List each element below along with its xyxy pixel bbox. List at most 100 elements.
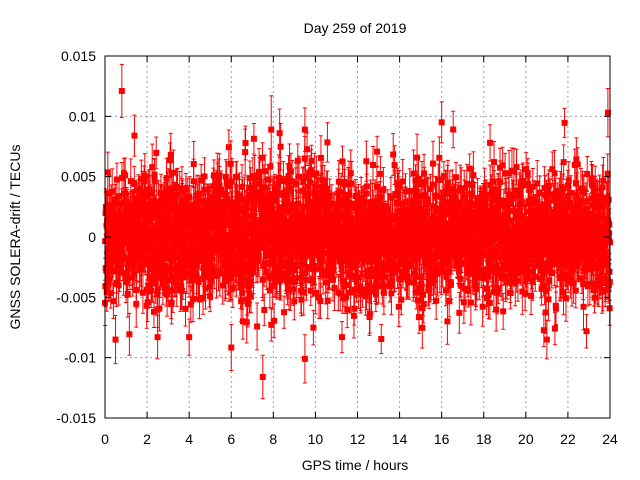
data-marker bbox=[152, 279, 159, 286]
data-marker bbox=[141, 178, 148, 185]
data-marker bbox=[131, 180, 138, 187]
data-marker bbox=[247, 293, 254, 300]
data-marker bbox=[143, 302, 150, 309]
data-marker bbox=[167, 157, 174, 164]
data-marker bbox=[168, 299, 175, 306]
data-marker bbox=[163, 285, 170, 292]
data-marker bbox=[228, 344, 235, 351]
data-marker bbox=[173, 282, 180, 289]
data-marker bbox=[177, 209, 184, 216]
data-marker bbox=[254, 323, 261, 330]
data-marker bbox=[182, 186, 189, 193]
data-marker bbox=[113, 176, 120, 183]
data-marker bbox=[112, 224, 119, 231]
data-marker bbox=[163, 175, 170, 182]
data-marker bbox=[156, 274, 163, 281]
data-marker bbox=[153, 225, 160, 232]
data-marker bbox=[120, 269, 127, 276]
data-marker bbox=[143, 286, 150, 293]
data-marker bbox=[149, 279, 156, 286]
data-point bbox=[126, 312, 133, 356]
data-marker bbox=[172, 266, 179, 273]
data-marker bbox=[243, 319, 250, 326]
data-marker bbox=[242, 140, 249, 147]
data-marker bbox=[151, 177, 158, 184]
data-point bbox=[250, 122, 257, 155]
data-marker bbox=[112, 196, 119, 203]
data-marker bbox=[166, 185, 173, 192]
data-marker bbox=[164, 291, 171, 298]
data-marker bbox=[250, 135, 257, 142]
data-marker bbox=[127, 213, 134, 220]
data-marker bbox=[117, 257, 124, 264]
data-marker bbox=[133, 203, 140, 210]
data-marker bbox=[165, 276, 172, 283]
data-marker bbox=[135, 235, 142, 242]
data-marker bbox=[118, 242, 125, 249]
data-marker bbox=[106, 246, 113, 253]
data-marker bbox=[141, 173, 148, 180]
data-marker bbox=[144, 299, 151, 306]
data-point bbox=[254, 302, 261, 351]
data-marker bbox=[115, 282, 122, 289]
data-marker bbox=[182, 305, 189, 312]
chart-title: Day 259 of 2019 bbox=[304, 20, 407, 36]
data-marker bbox=[129, 259, 136, 266]
data-marker bbox=[107, 290, 114, 297]
data-marker bbox=[116, 265, 123, 272]
data-marker bbox=[150, 197, 157, 204]
data-marker bbox=[145, 282, 152, 289]
data-marker bbox=[127, 178, 134, 185]
data-marker bbox=[178, 283, 185, 290]
data-marker bbox=[133, 286, 140, 293]
data-marker bbox=[139, 289, 146, 296]
data-point bbox=[261, 293, 268, 327]
data-marker bbox=[187, 301, 194, 308]
data-marker bbox=[183, 231, 190, 238]
data-marker bbox=[110, 298, 117, 305]
data-marker bbox=[259, 276, 266, 283]
data-marker bbox=[154, 286, 161, 293]
data-point bbox=[104, 151, 111, 194]
data-point bbox=[228, 324, 235, 371]
data-marker bbox=[161, 272, 168, 279]
data-marker bbox=[148, 287, 155, 294]
data-marker bbox=[147, 201, 154, 208]
data-marker bbox=[168, 277, 175, 284]
data-marker bbox=[167, 189, 174, 196]
data-marker bbox=[271, 317, 278, 324]
data-marker bbox=[227, 160, 234, 167]
data-marker bbox=[167, 151, 174, 158]
data-marker bbox=[190, 161, 197, 168]
data-marker bbox=[122, 190, 129, 197]
data-series bbox=[102, 63, 613, 400]
data-marker bbox=[168, 252, 175, 259]
data-marker bbox=[150, 308, 157, 315]
data-marker bbox=[222, 173, 229, 180]
data-marker bbox=[169, 287, 176, 294]
data-marker bbox=[174, 274, 181, 281]
data-marker bbox=[172, 278, 179, 285]
data-marker bbox=[145, 257, 152, 264]
data-marker bbox=[103, 266, 110, 273]
data-marker bbox=[138, 266, 145, 273]
data-marker bbox=[159, 281, 166, 288]
data-marker bbox=[109, 188, 116, 195]
data-marker bbox=[171, 198, 178, 205]
data-marker bbox=[143, 224, 150, 231]
data-marker bbox=[261, 306, 268, 313]
data-marker bbox=[153, 149, 160, 156]
data-marker bbox=[133, 215, 140, 222]
data-marker bbox=[189, 216, 196, 223]
data-marker bbox=[109, 268, 116, 275]
data-marker bbox=[156, 305, 163, 312]
data-marker bbox=[178, 287, 185, 294]
data-marker bbox=[169, 273, 176, 280]
data-marker bbox=[119, 174, 126, 181]
data-point bbox=[153, 136, 160, 170]
data-marker bbox=[146, 211, 153, 218]
data-marker bbox=[267, 163, 274, 170]
data-marker bbox=[129, 264, 136, 271]
data-marker bbox=[124, 291, 131, 298]
